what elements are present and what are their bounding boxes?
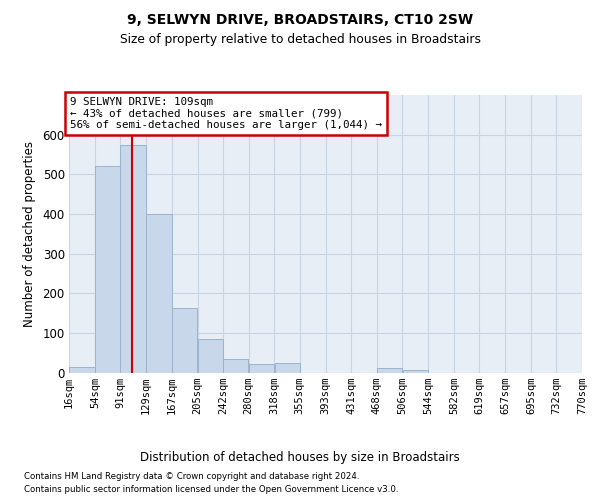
Text: Contains HM Land Registry data © Crown copyright and database right 2024.: Contains HM Land Registry data © Crown c… bbox=[24, 472, 359, 481]
Text: Size of property relative to detached houses in Broadstairs: Size of property relative to detached ho… bbox=[119, 32, 481, 46]
Text: Contains public sector information licensed under the Open Government Licence v3: Contains public sector information licen… bbox=[24, 485, 398, 494]
Text: Distribution of detached houses by size in Broadstairs: Distribution of detached houses by size … bbox=[140, 451, 460, 464]
Bar bbox=[146, 214, 172, 372]
Bar bbox=[120, 144, 146, 372]
Bar bbox=[69, 366, 95, 372]
Text: 9, SELWYN DRIVE, BROADSTAIRS, CT10 2SW: 9, SELWYN DRIVE, BROADSTAIRS, CT10 2SW bbox=[127, 12, 473, 26]
Y-axis label: Number of detached properties: Number of detached properties bbox=[23, 141, 35, 327]
Bar bbox=[172, 308, 197, 372]
Bar bbox=[275, 363, 300, 372]
Bar bbox=[249, 364, 274, 372]
Text: 9 SELWYN DRIVE: 109sqm
← 43% of detached houses are smaller (799)
56% of semi-de: 9 SELWYN DRIVE: 109sqm ← 43% of detached… bbox=[70, 97, 382, 130]
Bar bbox=[95, 166, 121, 372]
Bar bbox=[403, 370, 428, 372]
Bar bbox=[223, 360, 248, 372]
Bar bbox=[198, 339, 223, 372]
Bar bbox=[377, 368, 402, 372]
